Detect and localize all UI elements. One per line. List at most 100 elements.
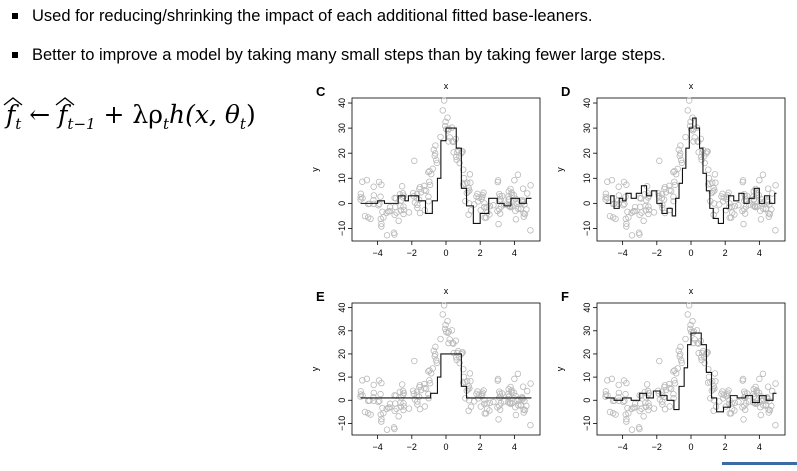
scatter-point — [471, 201, 478, 208]
bullet-text: Better to improve a model by taking many… — [32, 46, 666, 64]
scatter-point — [707, 379, 714, 386]
scatter-point — [456, 359, 463, 367]
scatter-point — [511, 375, 518, 383]
scatter-point — [378, 220, 385, 228]
y-tick-label: 10 — [337, 173, 347, 183]
scatter-point — [442, 118, 449, 125]
scatter-point — [521, 210, 529, 218]
scatter-point — [512, 207, 519, 215]
scatter-point — [440, 302, 448, 309]
scatter-point — [357, 388, 365, 395]
plot-frame — [351, 97, 541, 242]
scatter-point — [606, 408, 614, 416]
scatter-point — [677, 343, 684, 351]
scatter-point — [694, 138, 701, 145]
x-axis-title: x — [689, 287, 694, 296]
scatter-point — [725, 387, 732, 394]
scatter-point — [735, 202, 742, 209]
scatter-point — [741, 206, 748, 213]
scatter-point — [684, 107, 691, 114]
scatter-point — [671, 178, 678, 185]
scatter-point — [741, 388, 748, 395]
scatter-point — [739, 178, 746, 186]
scatter-point — [445, 138, 452, 145]
fit-line — [605, 117, 777, 224]
scatter-point — [383, 426, 391, 433]
scatter-point — [426, 367, 433, 374]
scatter-point — [602, 391, 610, 398]
scatter-point — [731, 211, 738, 218]
formula-rhs-f-sub: t−1 — [67, 115, 96, 133]
scatter-point — [459, 148, 466, 155]
scatter-point — [377, 411, 384, 418]
scatter-point — [448, 327, 456, 334]
panel-label: F — [561, 289, 569, 304]
scatter-point — [416, 209, 424, 217]
scatter-point — [678, 359, 686, 367]
scatter-point — [725, 204, 733, 211]
fit-line — [605, 332, 777, 413]
x-axis-title: x — [689, 82, 694, 91]
plot-frame — [351, 302, 541, 436]
scatter-point — [442, 328, 450, 336]
scatter-point — [370, 381, 377, 389]
scatter-point — [615, 196, 622, 204]
scatter-point — [667, 187, 675, 195]
scatter-point — [602, 193, 610, 201]
formula-close: ) — [245, 100, 256, 129]
scatter-point — [500, 398, 508, 405]
y-tick-label: 10 — [582, 372, 592, 382]
scatter-point — [660, 196, 668, 203]
scatter-point — [631, 400, 639, 407]
scatter-point — [708, 378, 716, 385]
scatter-point — [426, 181, 434, 189]
y-tick-label: 10 — [582, 173, 592, 183]
scatter-point — [527, 380, 534, 387]
scatter-point — [676, 353, 683, 360]
x-tick-label: 0 — [688, 442, 693, 452]
scatter-point — [735, 398, 742, 406]
scatter-point — [409, 189, 417, 197]
scatter-point — [375, 201, 382, 209]
scatter-point — [645, 406, 652, 414]
scatter-point — [636, 211, 643, 219]
scatter-point — [385, 404, 392, 411]
scatter-point — [463, 179, 471, 186]
scatter-point — [701, 359, 708, 367]
scatter-point — [361, 212, 369, 220]
scatter-point — [768, 387, 776, 395]
scatter-point — [753, 387, 760, 394]
scatter-point — [466, 370, 474, 377]
scatter-point — [477, 206, 484, 214]
scatter-point — [659, 401, 666, 408]
scatter-point — [623, 220, 630, 228]
scatter-point — [751, 400, 759, 407]
scatter-point — [494, 404, 501, 411]
scatter-point — [678, 156, 685, 164]
scatter-point — [764, 383, 772, 390]
y-tick-label: 10 — [337, 372, 347, 382]
scatter-point — [720, 194, 728, 201]
formula-lhs: f — [6, 100, 16, 129]
scatter-point — [654, 189, 662, 197]
scatter-point — [496, 402, 503, 409]
scatter-point — [756, 375, 763, 383]
scatter-point — [437, 133, 444, 141]
x-tick-label: −4 — [373, 248, 383, 258]
scatter-point — [440, 97, 448, 104]
scatter-point — [606, 212, 614, 220]
scatter-point — [386, 203, 394, 211]
scatter-point — [422, 385, 430, 392]
y-tick-label: 40 — [582, 303, 592, 313]
x-tick-label: −2 — [407, 442, 417, 452]
scatter-point — [459, 181, 467, 188]
scatter-point — [752, 383, 759, 391]
scatter-point — [716, 398, 723, 405]
scatter-point — [486, 211, 493, 218]
scatter-point — [361, 408, 369, 416]
scatter-point — [527, 421, 534, 429]
panel-label: D — [561, 84, 570, 99]
scatter-point — [645, 206, 653, 214]
scatter-point — [682, 133, 689, 141]
scatter-point — [416, 183, 424, 191]
